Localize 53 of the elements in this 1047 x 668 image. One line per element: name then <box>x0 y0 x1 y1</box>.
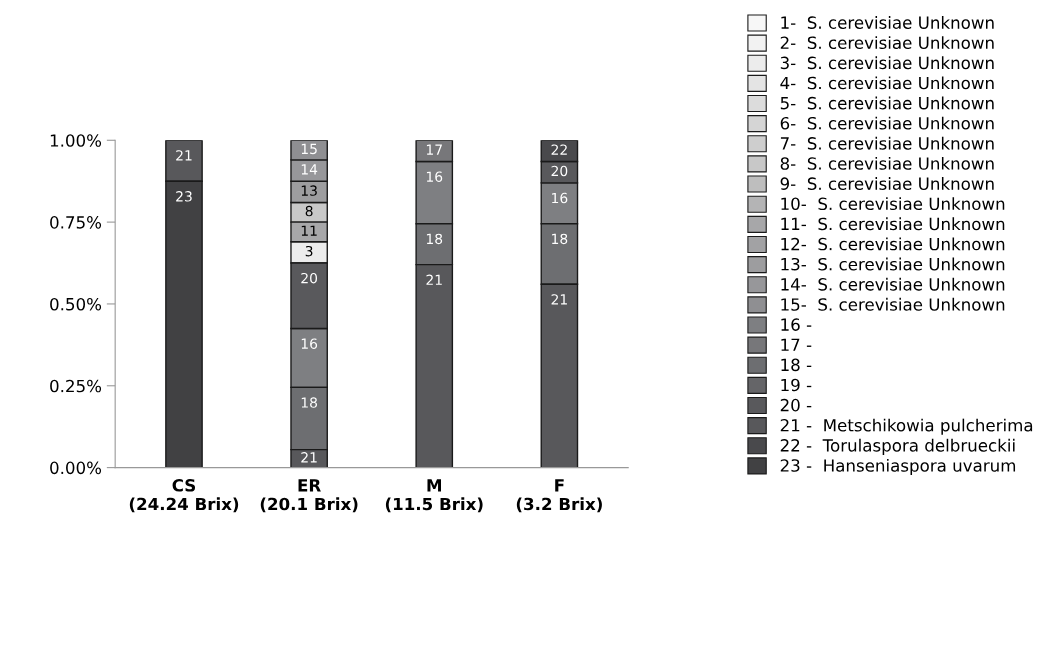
annotation: 23 <box>176 191 192 202</box>
legend-label: 23 - Hanseniaspora uvarum <box>780 458 1016 476</box>
legend-label: 15- S. cerevisiae Unknown <box>781 297 1005 311</box>
legend-label: 10- S. cerevisiae Unknown <box>781 197 1005 211</box>
annotation: 21 <box>426 274 442 285</box>
legend-label: 11- S. cerevisiae Unknown <box>781 217 1005 231</box>
annotation: 8 <box>305 205 313 217</box>
legend-label: 19 - <box>781 378 812 392</box>
x-tick-label: F (3.2 Brix) <box>516 479 602 513</box>
legend-label: 4- S. cerevisiae Unknown <box>780 76 994 90</box>
annotation: 21 <box>176 150 192 161</box>
legend-label: 1- S. cerevisiae Unknown <box>781 16 994 29</box>
annotation: 16 <box>552 192 568 204</box>
legend-label: 6- S. cerevisiae Unknown <box>780 116 994 130</box>
annotation: 21 <box>301 452 317 463</box>
y-tick-label: 0.25% <box>50 379 102 393</box>
legend-label: 14- S. cerevisiae Unknown <box>781 277 1005 291</box>
x-tick-label: M (11.5 Brix) <box>385 479 483 513</box>
annotation: 18 <box>426 233 443 245</box>
legend-label: 20 - <box>780 398 812 412</box>
annotation: 16 <box>426 171 443 182</box>
annotation: 22 <box>551 144 567 155</box>
annotation: 11 <box>301 225 317 236</box>
legend-label: 2- S. cerevisiae Unknown <box>780 36 994 50</box>
annotation: 15 <box>301 143 317 155</box>
annotation: 13 <box>301 185 317 196</box>
annotation: 14 <box>301 164 318 175</box>
legend-label: 22 - Torulaspora delbrueckii <box>780 438 1015 455</box>
legend-label: 13- S. cerevisiae Unknown <box>781 257 1005 271</box>
y-tick-label: 0.75% <box>50 216 102 229</box>
legend-label: 5- S. cerevisiae Unknown <box>780 96 994 110</box>
annotation: 18 <box>301 397 318 408</box>
legend-label: 9- S. cerevisiae Unknown <box>780 177 994 190</box>
legend-label: 18 - <box>781 358 812 372</box>
legend-label: 3- S. cerevisiae Unknown <box>780 56 994 70</box>
x-tick-label: ER (20.1 Brix) <box>260 479 358 513</box>
annotation: 18 <box>552 233 568 245</box>
legend-label: 7- S. cerevisiae Unknown <box>780 136 994 150</box>
y-tick-label: 0.00% <box>50 461 102 475</box>
legend-label: 16 - <box>781 318 812 331</box>
legend-label: 12- S. cerevisiae Unknown <box>781 237 1005 251</box>
y-tick-label: 0.50% <box>50 297 102 311</box>
legend-label: 8- S. cerevisiae Unknown <box>780 156 994 170</box>
annotation: 20 <box>301 272 318 284</box>
annotation: 20 <box>551 165 568 177</box>
annotation: 17 <box>426 144 442 155</box>
annotation: 16 <box>301 338 318 349</box>
legend-label: 21 - Metschikowia pulcherima <box>780 418 1033 435</box>
annotation: 3 <box>305 245 313 257</box>
y-tick-label: 1.00% <box>50 134 102 147</box>
legend-label: 17 - <box>781 338 812 351</box>
annotation: 21 <box>551 294 567 305</box>
x-tick-label: CS (24.24 Brix) <box>129 479 239 513</box>
